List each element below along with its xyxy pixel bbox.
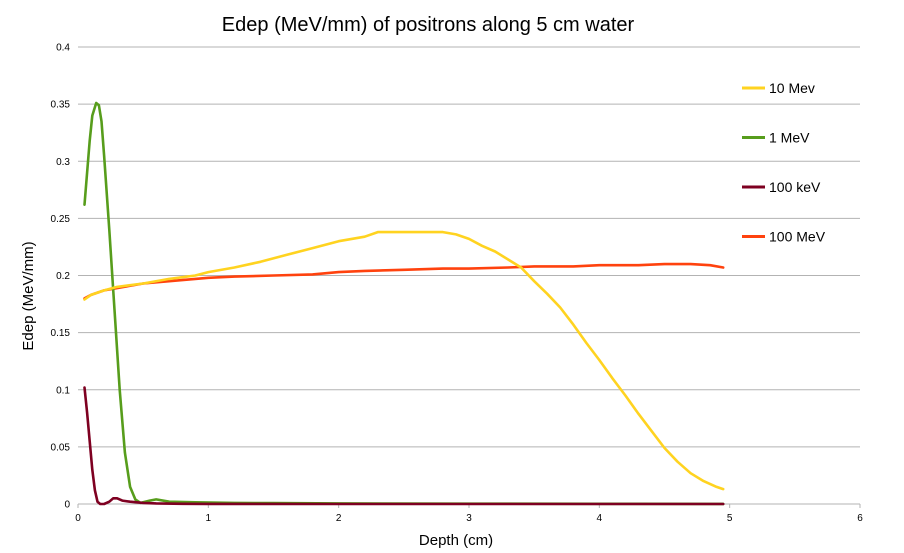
- legend-label-1-mev: 1 MeV: [769, 130, 810, 146]
- gridlines: [78, 46, 860, 448]
- y-tick-label: 0.3: [56, 157, 70, 168]
- legend-label-10-mev: 10 Mev: [769, 80, 815, 96]
- x-axis-ticks: 0 1 2 3 4 5 6: [75, 504, 863, 524]
- y-tick-label: 0.05: [51, 442, 71, 453]
- x-tick-label: 3: [466, 513, 472, 524]
- x-axis-label: Depth (cm): [419, 532, 493, 549]
- series-lines: [83, 101, 725, 506]
- y-axis-ticks: 0 0.05 0.1 0.15 0.2 0.25 0.3 0.35 0.4: [51, 43, 71, 511]
- x-tick-label: 0: [75, 513, 81, 524]
- y-axis-label: Edep (MeV/mm): [20, 241, 37, 350]
- legend-label-100-mev: 100 MeV: [769, 229, 826, 245]
- y-tick-label: 0: [64, 500, 70, 511]
- x-tick-label: 2: [336, 513, 342, 524]
- y-tick-label: 0.25: [51, 214, 71, 225]
- y-tick-label: 0.1: [56, 385, 70, 396]
- chart-title: Edep (MeV/mm) of positrons along 5 cm wa…: [222, 14, 635, 36]
- x-tick-label: 4: [597, 513, 603, 524]
- series-line-10-mev: [83, 230, 725, 491]
- y-tick-label: 0.35: [51, 100, 71, 111]
- legend-label-100-kev: 100 keV: [769, 179, 821, 195]
- series-line-100-kev: [83, 386, 725, 506]
- legend: 10 Mev 1 MeV 100 keV 100 MeV: [742, 80, 826, 245]
- x-tick-label: 1: [206, 513, 212, 524]
- y-tick-label: 0.4: [56, 43, 70, 54]
- y-tick-label: 0.15: [51, 328, 71, 339]
- x-tick-label: 5: [727, 513, 733, 524]
- y-tick-label: 0.2: [56, 271, 70, 282]
- x-tick-label: 6: [857, 513, 863, 524]
